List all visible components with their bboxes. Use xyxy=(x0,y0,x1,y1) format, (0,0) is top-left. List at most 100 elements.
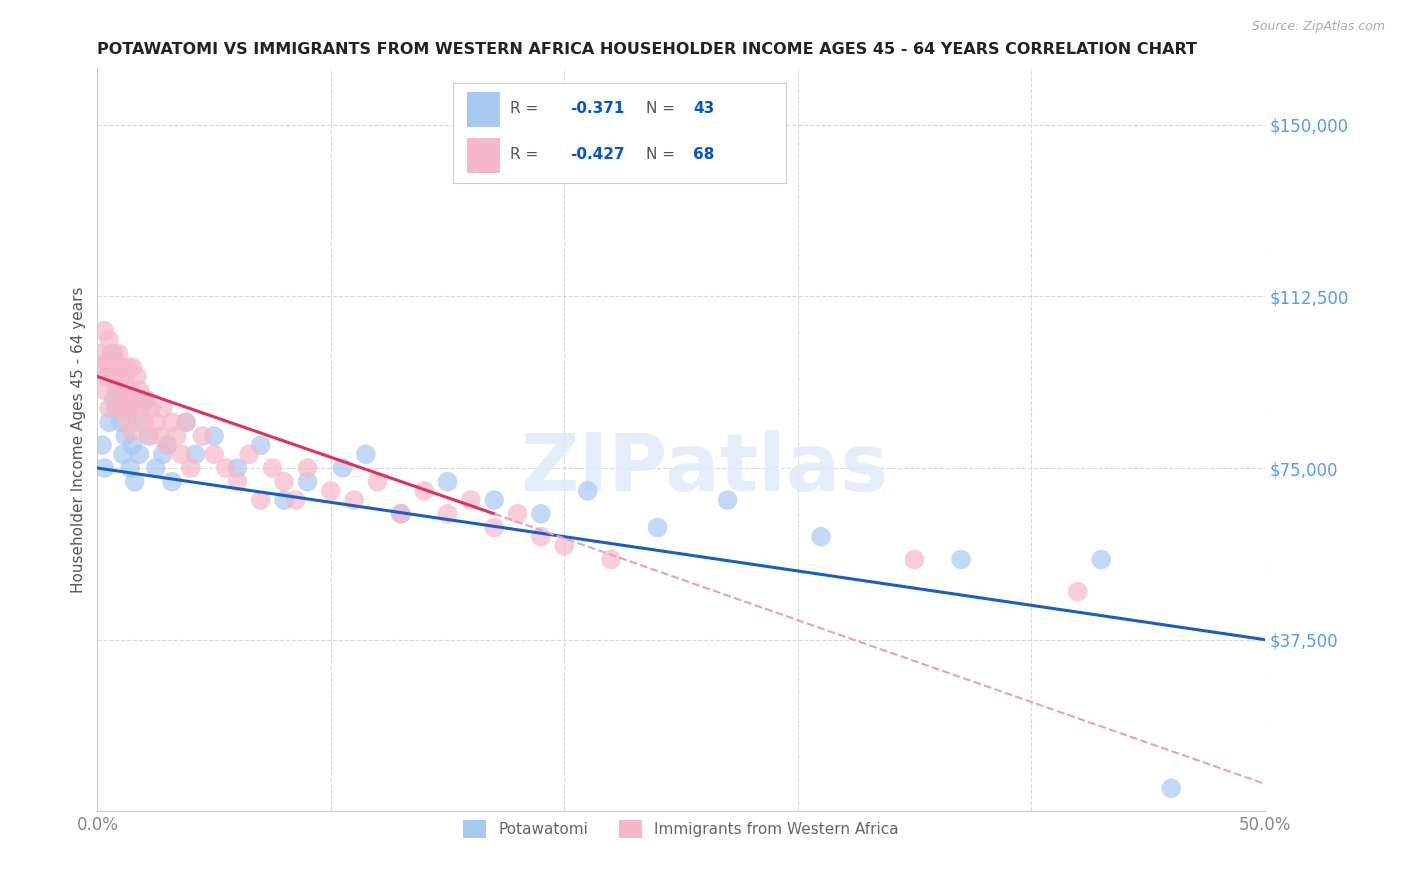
Point xyxy=(103,369,125,384)
Point xyxy=(903,552,925,566)
Point xyxy=(1067,584,1090,599)
Point xyxy=(112,447,135,461)
Point xyxy=(484,520,506,534)
Point xyxy=(202,447,225,461)
Point xyxy=(100,346,122,360)
Point xyxy=(262,461,284,475)
Point xyxy=(249,438,271,452)
Point xyxy=(576,483,599,498)
Point xyxy=(114,392,136,407)
Point xyxy=(105,383,128,397)
Point xyxy=(530,507,553,521)
Point xyxy=(93,324,115,338)
Point xyxy=(121,438,143,452)
Point xyxy=(249,493,271,508)
Point xyxy=(530,530,553,544)
Point xyxy=(107,346,129,360)
Point xyxy=(180,461,202,475)
Point xyxy=(202,429,225,443)
Point xyxy=(389,507,412,521)
Point xyxy=(506,507,529,521)
Point xyxy=(132,392,155,407)
Point xyxy=(152,447,174,461)
Point xyxy=(600,552,623,566)
Point xyxy=(160,475,183,489)
Point xyxy=(332,461,354,475)
Point xyxy=(105,401,128,416)
Point xyxy=(128,383,150,397)
Point xyxy=(96,356,118,370)
Point xyxy=(174,415,197,429)
Point xyxy=(100,360,122,375)
Point xyxy=(131,401,153,416)
Point xyxy=(91,438,114,452)
Point xyxy=(170,447,193,461)
Point xyxy=(149,429,172,443)
Point xyxy=(117,401,139,416)
Point xyxy=(103,346,125,360)
Y-axis label: Householder Income Ages 45 - 64 years: Householder Income Ages 45 - 64 years xyxy=(72,286,86,592)
Text: Source: ZipAtlas.com: Source: ZipAtlas.com xyxy=(1251,20,1385,33)
Point xyxy=(118,383,141,397)
Point xyxy=(124,401,146,416)
Point xyxy=(717,493,740,508)
Point xyxy=(138,429,160,443)
Point xyxy=(114,429,136,443)
Point xyxy=(366,475,388,489)
Text: POTAWATOMI VS IMMIGRANTS FROM WESTERN AFRICA HOUSEHOLDER INCOME AGES 45 - 64 YEA: POTAWATOMI VS IMMIGRANTS FROM WESTERN AF… xyxy=(97,42,1198,57)
Point xyxy=(284,493,307,508)
Point xyxy=(436,475,458,489)
Point xyxy=(93,383,115,397)
Point xyxy=(107,401,129,416)
Point xyxy=(132,415,155,429)
Point xyxy=(110,383,132,397)
Point xyxy=(145,461,167,475)
Point xyxy=(118,401,141,416)
Point xyxy=(112,360,135,375)
Point xyxy=(114,369,136,384)
Point xyxy=(124,475,146,489)
Point xyxy=(273,493,295,508)
Point xyxy=(124,392,146,407)
Point xyxy=(98,401,121,416)
Point xyxy=(156,438,179,452)
Point xyxy=(389,507,412,521)
Point xyxy=(553,539,575,553)
Point xyxy=(89,346,111,360)
Point xyxy=(125,369,148,384)
Point xyxy=(319,483,342,498)
Point xyxy=(145,415,167,429)
Point xyxy=(152,401,174,416)
Point xyxy=(138,429,160,443)
Point xyxy=(343,493,366,508)
Point xyxy=(112,401,135,416)
Point xyxy=(354,447,377,461)
Point xyxy=(135,392,157,407)
Point xyxy=(117,415,139,429)
Point xyxy=(166,429,188,443)
Point xyxy=(91,360,114,375)
Text: ZIPatlas: ZIPatlas xyxy=(520,430,889,508)
Point xyxy=(436,507,458,521)
Point xyxy=(950,552,973,566)
Point xyxy=(117,360,139,375)
Point xyxy=(238,447,260,461)
Point xyxy=(297,475,319,489)
Point xyxy=(121,425,143,439)
Point xyxy=(103,392,125,407)
Point xyxy=(98,415,121,429)
Point xyxy=(226,461,249,475)
Legend: Potawatomi, Immigrants from Western Africa: Potawatomi, Immigrants from Western Afri… xyxy=(457,814,904,845)
Point xyxy=(647,520,669,534)
Point xyxy=(810,530,832,544)
Point xyxy=(93,461,115,475)
Point xyxy=(98,333,121,347)
Point xyxy=(105,360,128,375)
Point xyxy=(118,461,141,475)
Point xyxy=(215,461,238,475)
Point xyxy=(226,475,249,489)
Point xyxy=(413,483,436,498)
Point xyxy=(107,383,129,397)
Point xyxy=(460,493,482,508)
Point xyxy=(184,447,207,461)
